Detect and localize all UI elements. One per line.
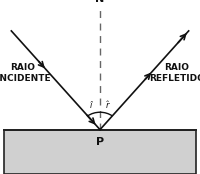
Text: r̂: r̂ bbox=[106, 101, 109, 110]
Text: î: î bbox=[89, 101, 92, 110]
Bar bbox=[4, 130, 196, 174]
Text: N: N bbox=[95, 0, 105, 4]
Text: RAIO
REFLETIDO: RAIO REFLETIDO bbox=[149, 63, 200, 83]
Text: RAIO
INCIDENTE: RAIO INCIDENTE bbox=[0, 63, 50, 83]
Text: P: P bbox=[96, 137, 104, 147]
